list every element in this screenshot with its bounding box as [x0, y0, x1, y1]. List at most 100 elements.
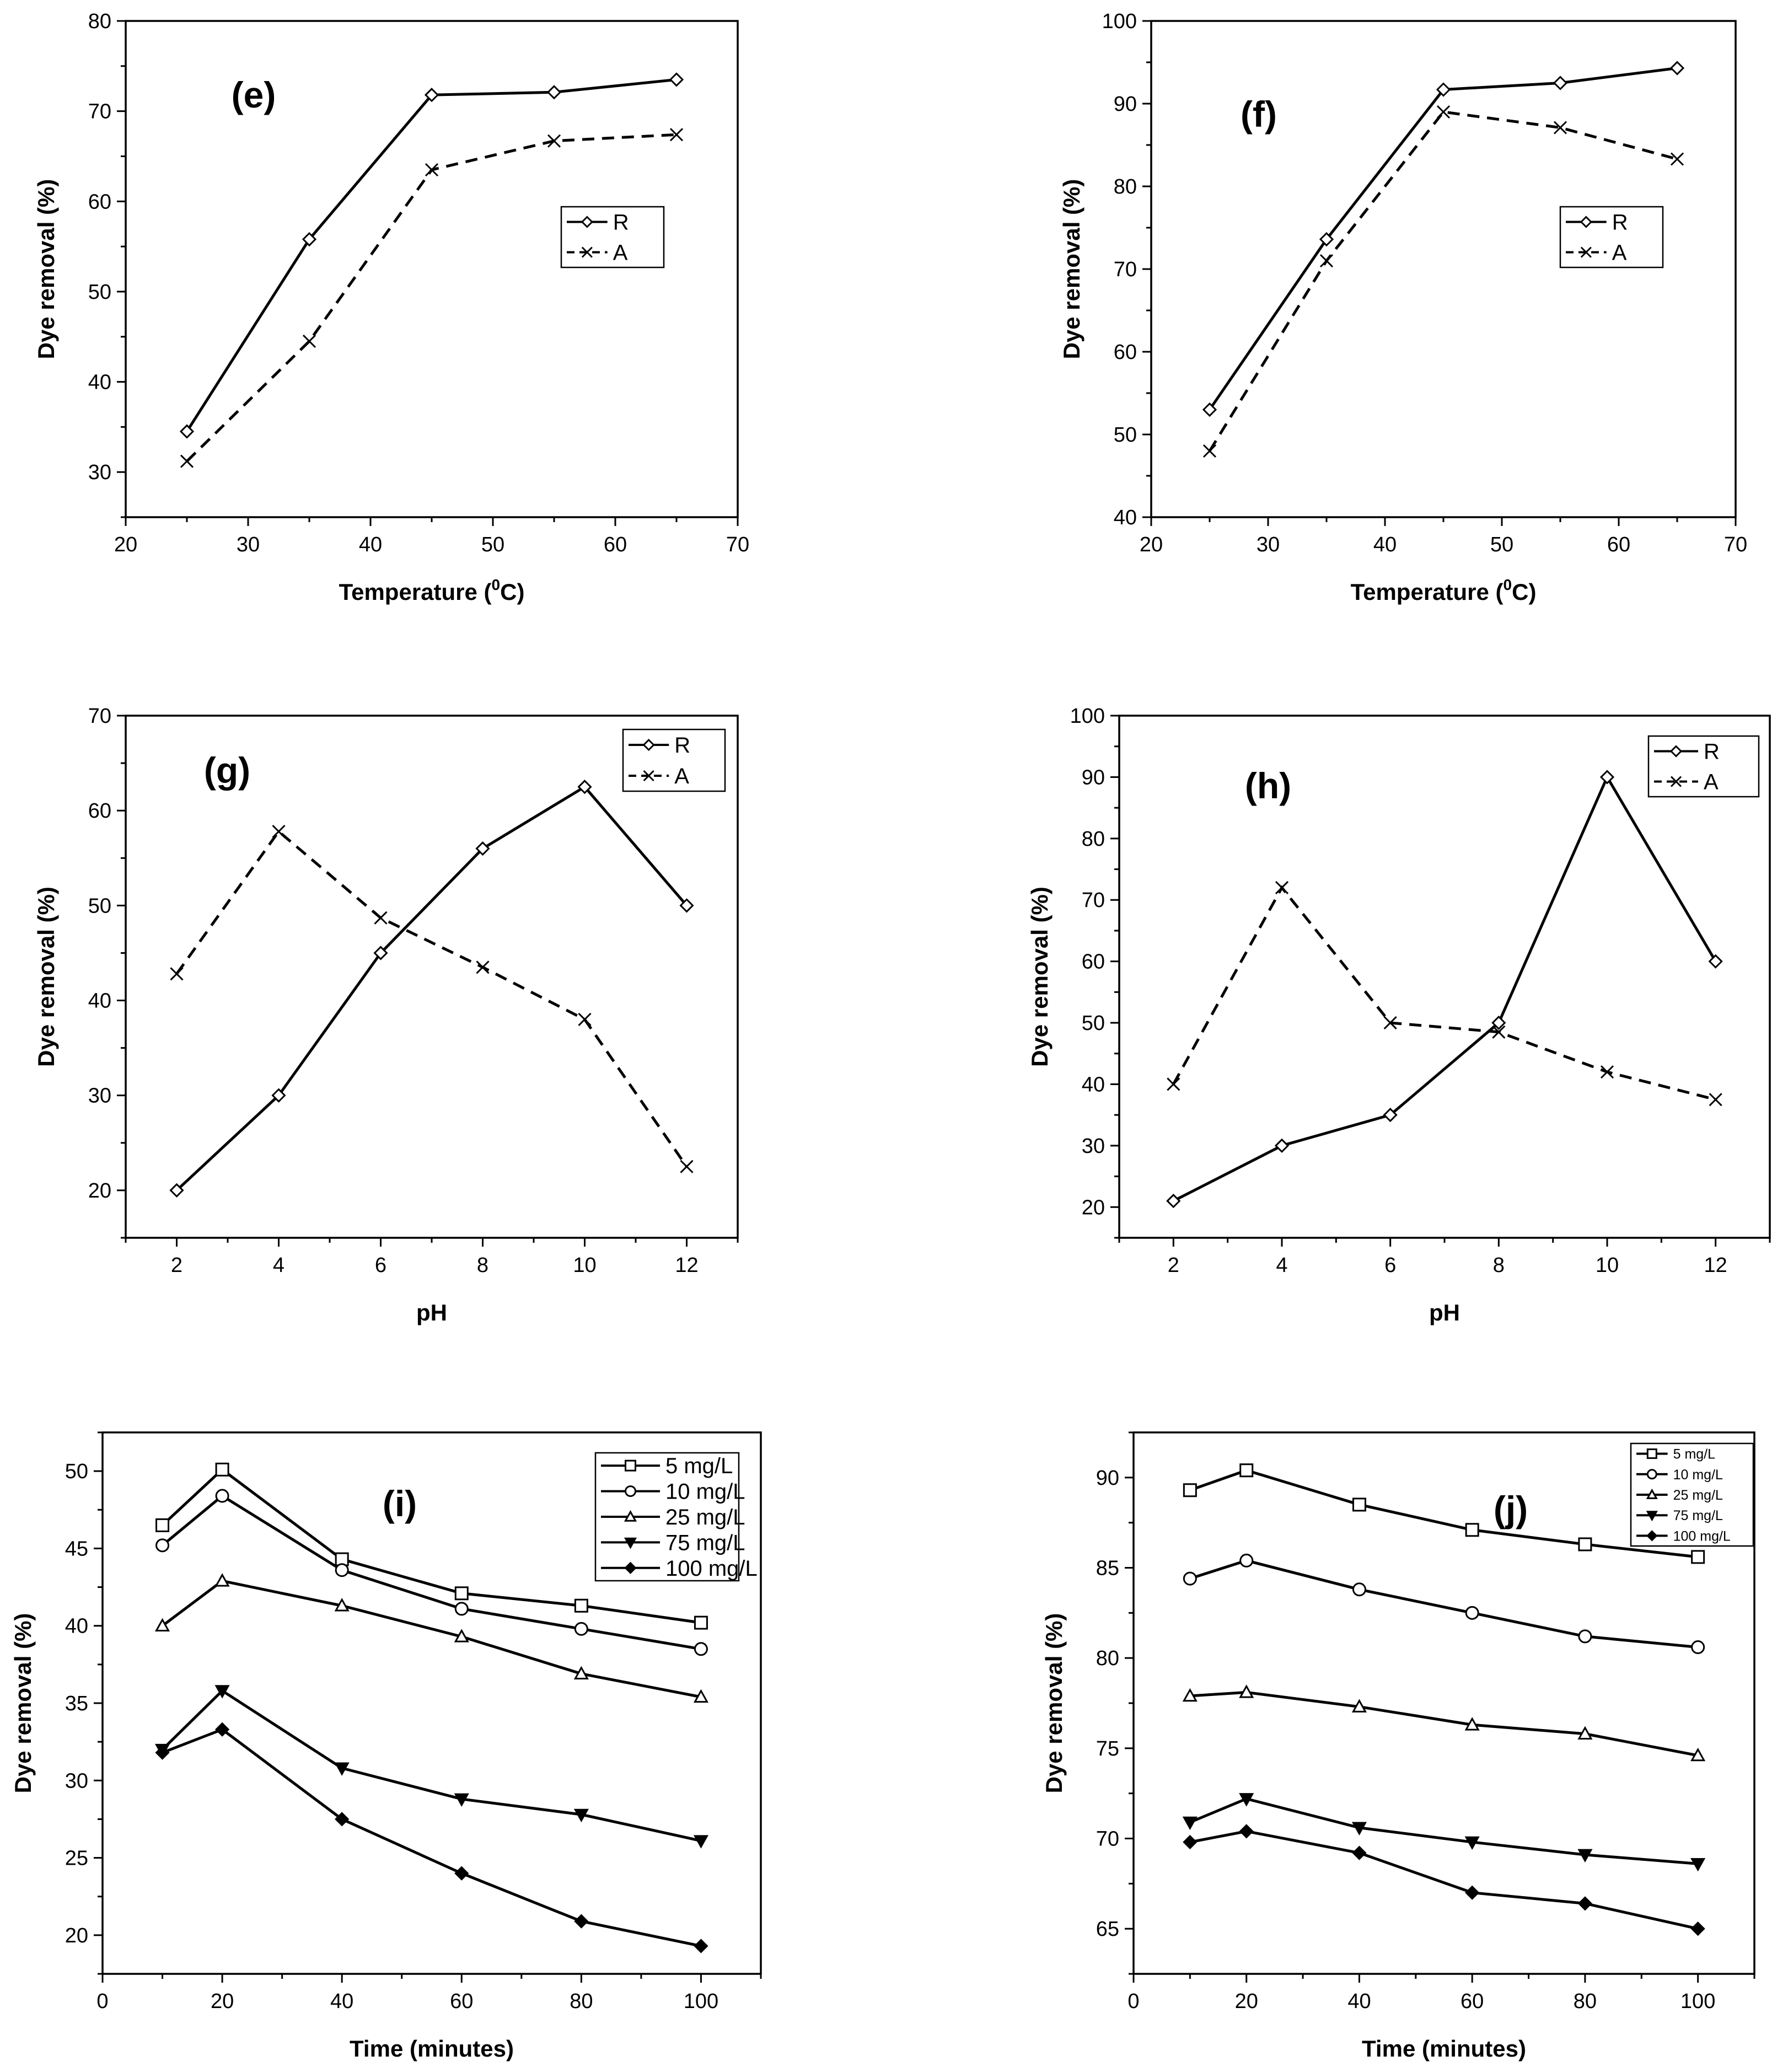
legend-label: A — [674, 764, 689, 788]
data-point — [574, 1622, 588, 1636]
data-point — [1578, 1629, 1592, 1644]
legend-marker — [1670, 776, 1682, 787]
y-axis-title: Dye removal (%) — [33, 887, 59, 1067]
y-tick-label: 80 — [1082, 828, 1105, 851]
data-point — [574, 1914, 589, 1929]
data-point — [1691, 1640, 1705, 1655]
x-tick-label: 12 — [1704, 1254, 1727, 1277]
series-line-a — [1172, 885, 1716, 1101]
data-point — [454, 1602, 469, 1616]
series-line-a — [186, 133, 677, 463]
x-tick-label: 60 — [604, 533, 627, 556]
series-line-10-mg-l — [161, 1494, 701, 1651]
legend-marker — [624, 1537, 637, 1549]
x-tick-label: 80 — [1574, 1990, 1597, 2013]
chart-panel-f: 20 30 40 50 60 70 40 50 60 70 80 90 100 Temperature (… — [1059, 10, 1747, 605]
legend-label: 75 mg/L — [665, 1531, 745, 1555]
y-tick-label: 40 — [88, 990, 111, 1013]
data-point — [694, 1939, 708, 1953]
y-tick-label: 60 — [88, 190, 111, 213]
x-axis-title: pH — [1429, 1300, 1460, 1325]
legend-box — [1559, 206, 1664, 269]
y-tick-label: 100 — [1102, 10, 1137, 33]
data-point — [1491, 1015, 1506, 1030]
x-tick-label: 40 — [330, 1990, 353, 2013]
legend-marker — [1580, 246, 1592, 258]
y-tick-label: 90 — [1082, 766, 1105, 789]
data-point — [573, 1666, 589, 1679]
x-tick-label: 60 — [1607, 533, 1630, 556]
series-line-a — [175, 829, 688, 1168]
y-axis-title: Dye removal (%) — [1059, 179, 1084, 359]
data-point — [169, 1183, 184, 1198]
y-tick-label: 60 — [88, 799, 111, 823]
data-point — [1239, 1684, 1254, 1698]
series-line-100-mg-l — [162, 1727, 701, 1947]
x-tick-label: 20 — [211, 1990, 234, 2013]
y-tick-label: 50 — [1114, 423, 1137, 447]
y-tick-label: 75 — [1096, 1737, 1119, 1760]
legend: RA — [622, 728, 726, 792]
x-tick-label: 2 — [1168, 1254, 1179, 1277]
x-tick-label: 30 — [237, 533, 260, 556]
data-point — [546, 85, 562, 100]
data-point — [1239, 1824, 1254, 1839]
data-point — [574, 1598, 588, 1613]
data-point — [271, 1088, 286, 1103]
legend-marker — [581, 216, 593, 228]
x-tick-label: 0 — [96, 1990, 108, 2013]
data-point — [334, 1598, 350, 1612]
x-tick-label: 60 — [1461, 1990, 1484, 2013]
data-point — [1577, 1726, 1593, 1740]
series-line-25-mg-l — [162, 1579, 701, 1699]
data-point — [679, 898, 694, 913]
x-tick-label: 4 — [1276, 1254, 1287, 1277]
chart-panel-e: 20 30 40 50 60 70 30 40 50 60 70 80 Temperature (0C)… — [33, 10, 749, 605]
chart-panel-j: 0 20 40 60 80 100 65 70 75 80 85 90 Time (minutes) Dy… — [1041, 1431, 1755, 2062]
x-tick-label: 2 — [171, 1254, 182, 1277]
x-tick-label: 70 — [1724, 533, 1747, 556]
data-point — [1464, 1717, 1480, 1731]
legend-label: 100 mg/L — [1673, 1528, 1731, 1544]
data-point — [1274, 1138, 1290, 1153]
y-tick-label: 30 — [88, 461, 111, 484]
data-point — [1436, 82, 1451, 97]
panel-label: (f) — [1241, 94, 1277, 135]
data-point — [215, 1489, 229, 1503]
y-tick-label: 40 — [65, 1615, 88, 1638]
y-tick-label: 70 — [88, 100, 111, 124]
x-axis-title: Time (minutes) — [1362, 2036, 1526, 2062]
data-point — [1319, 232, 1334, 247]
data-point — [694, 1615, 708, 1630]
data-point — [1492, 1025, 1506, 1039]
x-tick-label: 6 — [375, 1254, 386, 1277]
x-tick-label: 10 — [573, 1254, 596, 1277]
legend-box — [594, 1452, 740, 1582]
x-tick-label: 50 — [1490, 533, 1513, 556]
data-point — [680, 1160, 694, 1173]
data-point — [475, 841, 490, 856]
y-tick-label: 25 — [65, 1847, 88, 1870]
data-point — [1690, 1747, 1706, 1762]
data-point — [669, 72, 684, 87]
data-point — [1352, 1845, 1367, 1860]
data-point — [573, 1808, 589, 1823]
legend-label: 100 mg/L — [665, 1556, 758, 1581]
series-line-r — [175, 785, 688, 1191]
data-point — [335, 1812, 350, 1827]
x-axis-title: Time (minutes) — [350, 2036, 514, 2062]
data-point — [214, 1722, 230, 1737]
data-point — [693, 1835, 709, 1849]
x-tick-label: 50 — [481, 533, 504, 556]
legend-marker — [642, 738, 655, 751]
y-tick-label: 40 — [1082, 1073, 1105, 1096]
data-point — [1351, 1822, 1367, 1835]
legend-label: 5 mg/L — [1673, 1447, 1716, 1462]
legend-marker — [625, 1485, 636, 1497]
data-point — [179, 424, 195, 439]
data-point — [1239, 1553, 1254, 1568]
legend-label: 25 mg/L — [1673, 1488, 1723, 1503]
